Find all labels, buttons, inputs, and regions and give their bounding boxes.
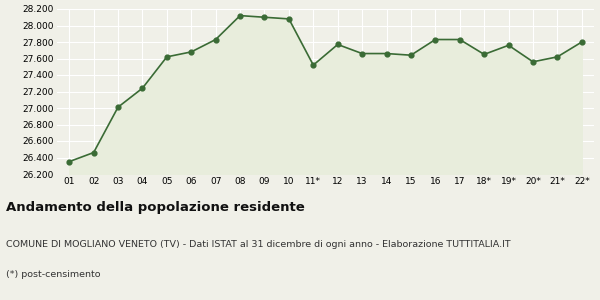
Point [431,37,440,42]
Point [382,51,391,56]
Point [504,43,514,48]
Point [187,50,196,54]
Point [113,105,123,110]
Point [137,86,147,91]
Text: (*) post-censimento: (*) post-censimento [6,270,101,279]
Point [455,37,464,42]
Point [64,159,74,164]
Point [308,63,318,68]
Point [260,15,269,20]
Point [162,54,172,59]
Point [528,59,538,64]
Point [89,150,98,155]
Point [406,53,416,58]
Point [577,40,587,44]
Text: Andamento della popolazione residente: Andamento della popolazione residente [6,201,305,214]
Point [479,52,489,57]
Text: COMUNE DI MOGLIANO VENETO (TV) - Dati ISTAT al 31 dicembre di ogni anno - Elabor: COMUNE DI MOGLIANO VENETO (TV) - Dati IS… [6,240,511,249]
Point [553,54,562,59]
Point [284,16,293,21]
Point [211,37,220,42]
Point [333,42,343,47]
Point [235,13,245,18]
Point [358,51,367,56]
